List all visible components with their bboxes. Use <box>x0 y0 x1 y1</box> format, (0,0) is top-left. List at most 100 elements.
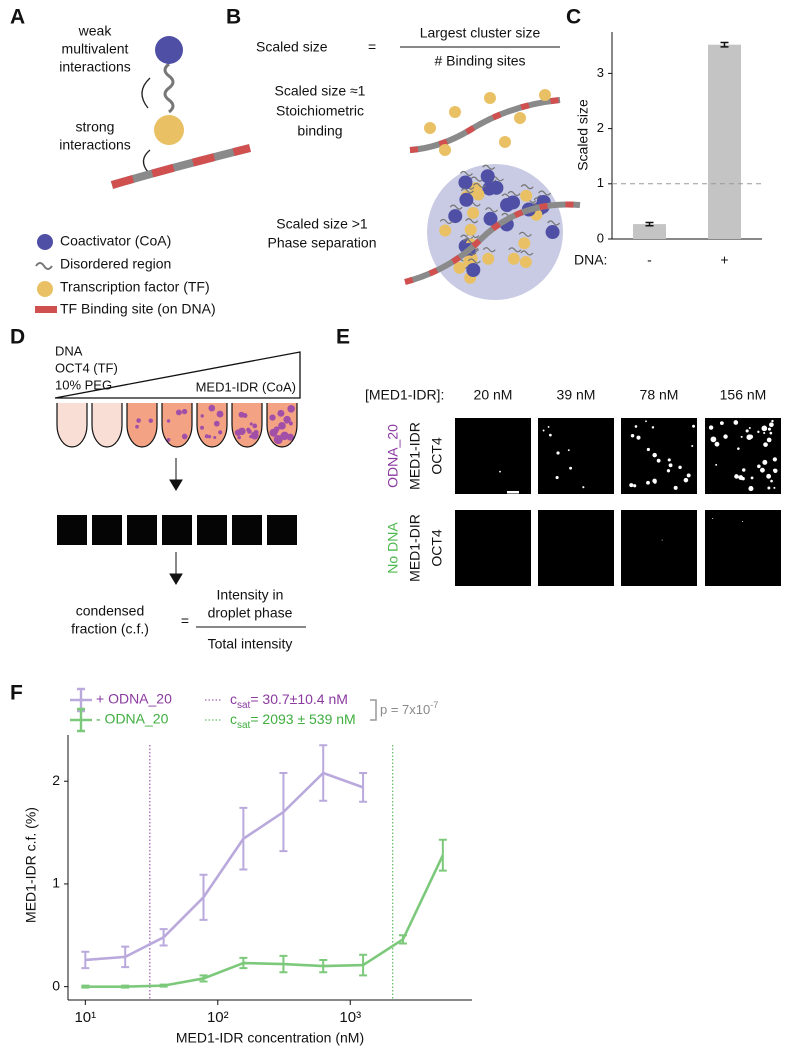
charts: 0 1 2 3 Scaled size DNA: - +0 1 2 10¹ 10² 10³ MED1-ID… <box>23 32 762 1046</box>
column-label: 156 nM <box>720 387 767 403</box>
droplet <box>286 433 294 441</box>
tube-fill <box>92 403 122 447</box>
series-line <box>85 854 445 988</box>
legend-icon <box>70 707 92 733</box>
legend-label: - ODNA_20 <box>96 711 169 727</box>
droplet <box>748 486 754 492</box>
disordered-region <box>163 62 175 114</box>
row-label: MED1-IDR <box>407 422 423 490</box>
droplet <box>691 445 694 448</box>
droplet <box>238 427 246 435</box>
legend-icon <box>35 306 57 313</box>
error-bar <box>199 873 208 921</box>
row-label: ODNA_20 <box>385 424 401 488</box>
tube <box>231 403 263 448</box>
transcription-factor <box>539 89 551 101</box>
droplet <box>633 484 637 488</box>
formula-text: Intensity in <box>217 587 284 603</box>
p-value: p = 7x10-7 <box>380 700 438 717</box>
droplet <box>277 409 285 417</box>
error-bar <box>645 221 654 227</box>
annotation: interactions <box>59 59 131 75</box>
transcription-factor <box>520 189 533 202</box>
panel-label: C <box>566 6 581 29</box>
arrow <box>141 77 151 109</box>
droplet <box>773 486 776 489</box>
droplet <box>556 451 560 455</box>
annotation: strong <box>76 119 115 135</box>
component: OCT4 (TF) <box>55 360 118 375</box>
scale-bar <box>507 491 519 494</box>
column-label: 20 nM <box>474 387 513 403</box>
image-square <box>57 515 87 545</box>
droplet <box>249 422 253 426</box>
coactivator <box>483 211 498 226</box>
error-bar <box>438 838 447 872</box>
micrograph <box>455 510 531 586</box>
image-square <box>267 515 297 545</box>
arrow <box>142 149 151 173</box>
annotation: multivalent <box>62 41 129 57</box>
transcription-factor <box>499 136 511 148</box>
disordered-region <box>482 164 496 170</box>
droplet <box>288 421 293 426</box>
droplet <box>666 469 671 473</box>
droplet <box>737 447 740 450</box>
panel-label: B <box>226 6 241 29</box>
x-tick-label: + <box>720 252 728 268</box>
droplet <box>542 429 545 432</box>
legend-icon <box>70 687 92 713</box>
droplet <box>166 419 171 423</box>
y-tick-label: 1 <box>52 875 60 891</box>
panel-label: D <box>10 326 25 349</box>
droplet <box>136 418 141 423</box>
p-value-exponent: -7 <box>430 700 438 710</box>
transcription-factor <box>439 224 452 237</box>
droplet <box>207 434 212 439</box>
droplet <box>686 473 691 478</box>
coactivator <box>480 169 495 184</box>
error-bar <box>319 958 328 974</box>
row-label: OCT4 <box>429 437 445 475</box>
csat-label: csat= 30.7±10.4 nM <box>230 691 348 711</box>
droplet <box>715 463 718 466</box>
disordered-region <box>538 190 552 196</box>
coactivator <box>545 225 560 240</box>
image-square <box>232 515 262 545</box>
disordered-region <box>465 218 479 224</box>
legend-label: + ODNA_20 <box>96 691 172 707</box>
error-bar <box>720 41 729 48</box>
panel-a: weak multivalent interactions strong int… <box>35 23 251 317</box>
droplet <box>204 434 209 439</box>
droplet <box>629 483 634 488</box>
droplet <box>692 424 696 428</box>
column-label: 78 nM <box>640 387 679 403</box>
droplet <box>181 408 188 415</box>
legend-icon <box>37 234 53 250</box>
coactivator <box>466 262 481 277</box>
p-bracket <box>370 699 377 721</box>
droplet <box>738 475 744 481</box>
droplet <box>748 427 751 430</box>
transcription-factor <box>464 223 477 236</box>
csat-symbol: c <box>230 691 237 707</box>
component: DNA <box>55 343 83 358</box>
disordered-region <box>518 231 532 237</box>
panel-b: Scaled size = Largest cluster size # Bin… <box>256 25 581 300</box>
disordered-region <box>467 258 481 264</box>
droplet <box>582 486 585 489</box>
arrow <box>169 552 183 585</box>
error-bar <box>81 950 90 970</box>
droplet <box>148 418 153 423</box>
transcription-factor <box>484 92 496 104</box>
x-tick-label: 10² <box>207 1009 229 1026</box>
disordered-region <box>439 218 453 225</box>
droplet <box>766 437 772 443</box>
formula-text: fraction (c.f.) <box>71 621 149 637</box>
error-bar <box>279 772 288 853</box>
image-square <box>197 515 227 545</box>
droplet <box>714 441 720 447</box>
coactivator <box>448 209 463 224</box>
droplet <box>555 475 559 480</box>
